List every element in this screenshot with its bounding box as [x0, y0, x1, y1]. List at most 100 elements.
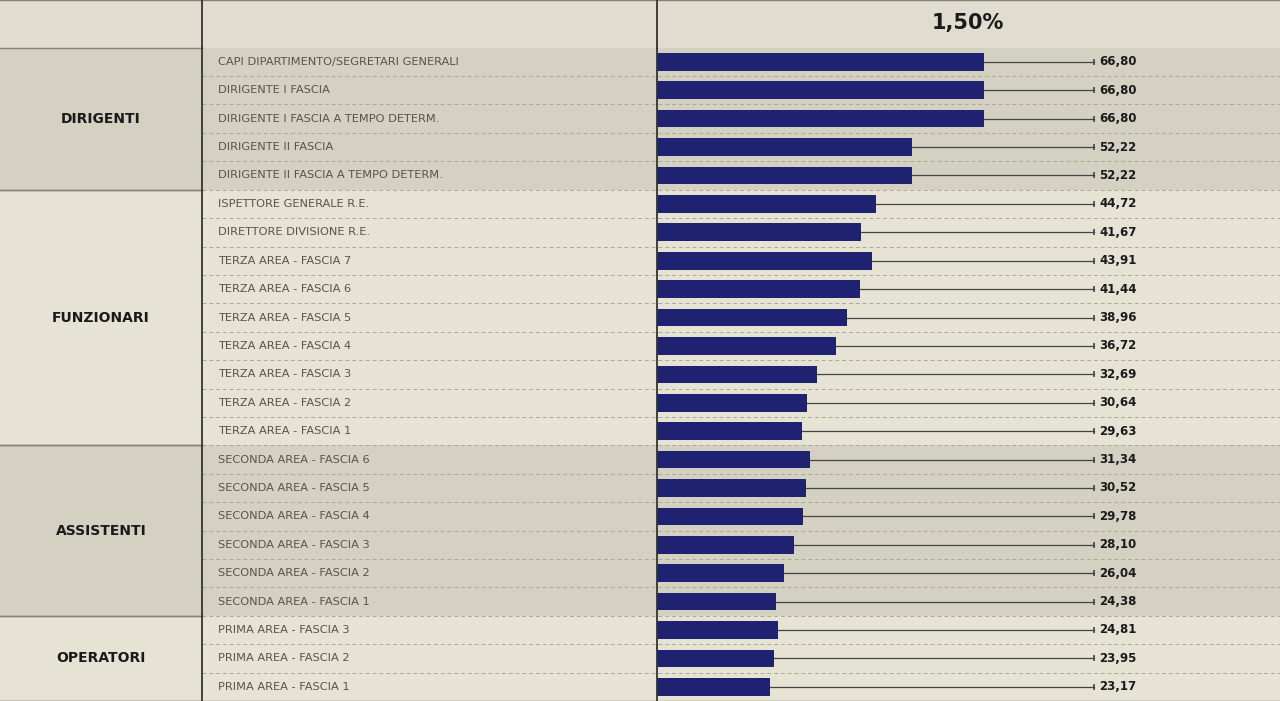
Bar — [0, 218, 1280, 247]
Text: DIRIGENTE I FASCIA A TEMPO DETERM.: DIRIGENTE I FASCIA A TEMPO DETERM. — [218, 114, 439, 123]
Bar — [657, 167, 913, 184]
Text: TERZA AREA - FASCIA 3: TERZA AREA - FASCIA 3 — [218, 369, 351, 379]
Bar — [657, 81, 984, 99]
Bar — [0, 190, 1280, 218]
Text: 36,72: 36,72 — [1100, 339, 1137, 353]
Text: PRIMA AREA - FASCIA 3: PRIMA AREA - FASCIA 3 — [218, 625, 349, 635]
Bar — [657, 479, 806, 497]
Text: SECONDA AREA - FASCIA 4: SECONDA AREA - FASCIA 4 — [218, 511, 369, 522]
Bar — [0, 672, 1280, 701]
Bar — [657, 110, 984, 128]
Bar — [0, 104, 1280, 133]
Bar — [0, 587, 1280, 615]
Bar — [0, 644, 1280, 672]
Text: CAPI DIPARTIMENTO/SEGRETARI GENERALI: CAPI DIPARTIMENTO/SEGRETARI GENERALI — [218, 57, 458, 67]
Bar — [0, 161, 1280, 190]
Text: 31,34: 31,34 — [1100, 453, 1137, 466]
Text: DIRETTORE DIVISIONE R.E.: DIRETTORE DIVISIONE R.E. — [218, 227, 370, 238]
Bar — [657, 337, 837, 355]
Bar — [657, 195, 876, 212]
Text: 52,22: 52,22 — [1100, 169, 1137, 182]
Text: 41,67: 41,67 — [1100, 226, 1137, 239]
Text: 44,72: 44,72 — [1100, 198, 1137, 210]
Text: 43,91: 43,91 — [1100, 254, 1137, 267]
Text: 52,22: 52,22 — [1100, 141, 1137, 154]
Bar — [657, 508, 803, 525]
Bar — [0, 0, 1280, 48]
Bar — [657, 365, 817, 383]
Text: SECONDA AREA - FASCIA 6: SECONDA AREA - FASCIA 6 — [218, 454, 369, 465]
Text: 66,80: 66,80 — [1100, 112, 1137, 125]
Bar — [0, 304, 1280, 332]
Text: TERZA AREA - FASCIA 5: TERZA AREA - FASCIA 5 — [218, 313, 351, 322]
Bar — [0, 133, 1280, 161]
Text: DIRIGENTE II FASCIA A TEMPO DETERM.: DIRIGENTE II FASCIA A TEMPO DETERM. — [218, 170, 443, 180]
Bar — [657, 536, 795, 554]
Bar — [0, 48, 202, 190]
Text: PRIMA AREA - FASCIA 2: PRIMA AREA - FASCIA 2 — [218, 653, 349, 663]
Bar — [0, 531, 1280, 559]
Bar — [0, 388, 1280, 417]
Bar — [657, 53, 984, 71]
Bar — [0, 360, 1280, 388]
Bar — [657, 252, 872, 269]
Text: TERZA AREA - FASCIA 6: TERZA AREA - FASCIA 6 — [218, 284, 351, 294]
Bar — [0, 502, 1280, 531]
Text: 38,96: 38,96 — [1100, 311, 1137, 324]
Text: 29,63: 29,63 — [1100, 425, 1137, 437]
Text: 24,38: 24,38 — [1100, 595, 1137, 608]
Text: DIRIGENTI: DIRIGENTI — [61, 111, 141, 125]
Text: 30,64: 30,64 — [1100, 396, 1137, 409]
Bar — [657, 593, 776, 611]
Text: SECONDA AREA - FASCIA 1: SECONDA AREA - FASCIA 1 — [218, 597, 370, 606]
Text: SECONDA AREA - FASCIA 3: SECONDA AREA - FASCIA 3 — [218, 540, 370, 550]
Bar — [0, 474, 1280, 502]
Text: PRIMA AREA - FASCIA 1: PRIMA AREA - FASCIA 1 — [218, 682, 349, 692]
Text: 66,80: 66,80 — [1100, 84, 1137, 97]
Text: 23,17: 23,17 — [1100, 680, 1137, 693]
Bar — [0, 275, 1280, 304]
Bar — [0, 332, 1280, 360]
Text: DIRIGENTE I FASCIA: DIRIGENTE I FASCIA — [218, 86, 329, 95]
Bar — [657, 451, 810, 468]
Bar — [0, 445, 1280, 474]
Text: 24,81: 24,81 — [1100, 623, 1137, 637]
Text: SECONDA AREA - FASCIA 5: SECONDA AREA - FASCIA 5 — [218, 483, 370, 493]
Text: SECONDA AREA - FASCIA 2: SECONDA AREA - FASCIA 2 — [218, 569, 369, 578]
Bar — [0, 247, 1280, 275]
Text: OPERATORI: OPERATORI — [56, 651, 146, 665]
Bar — [657, 394, 806, 411]
Bar — [0, 559, 1280, 587]
Bar — [657, 650, 774, 667]
Text: 30,52: 30,52 — [1100, 482, 1137, 494]
Text: FUNZIONARI: FUNZIONARI — [52, 311, 150, 325]
Text: TERZA AREA - FASCIA 4: TERZA AREA - FASCIA 4 — [218, 341, 351, 351]
Bar — [657, 621, 778, 639]
Bar — [657, 224, 860, 241]
Bar — [657, 422, 801, 440]
Text: ASSISTENTI: ASSISTENTI — [56, 524, 146, 538]
Bar — [657, 308, 847, 327]
Text: 66,80: 66,80 — [1100, 55, 1137, 69]
Text: TERZA AREA - FASCIA 7: TERZA AREA - FASCIA 7 — [218, 256, 351, 266]
Text: TERZA AREA - FASCIA 1: TERZA AREA - FASCIA 1 — [218, 426, 351, 436]
Text: DIRIGENTE II FASCIA: DIRIGENTE II FASCIA — [218, 142, 333, 152]
Bar — [0, 48, 1280, 76]
Text: 32,69: 32,69 — [1100, 368, 1137, 381]
Text: ISPETTORE GENERALE R.E.: ISPETTORE GENERALE R.E. — [218, 199, 369, 209]
Text: 1,50%: 1,50% — [932, 13, 1005, 33]
Text: 26,04: 26,04 — [1100, 566, 1137, 580]
Text: 41,44: 41,44 — [1100, 283, 1137, 296]
Bar — [657, 564, 785, 582]
Bar — [0, 445, 202, 615]
Bar — [0, 417, 1280, 445]
Text: 23,95: 23,95 — [1100, 652, 1137, 665]
Bar — [0, 190, 202, 445]
Text: 29,78: 29,78 — [1100, 510, 1137, 523]
Bar — [0, 615, 202, 701]
Bar — [657, 138, 913, 156]
Bar — [657, 678, 771, 695]
Text: 28,10: 28,10 — [1100, 538, 1137, 551]
Bar — [657, 280, 860, 298]
Bar — [0, 615, 1280, 644]
